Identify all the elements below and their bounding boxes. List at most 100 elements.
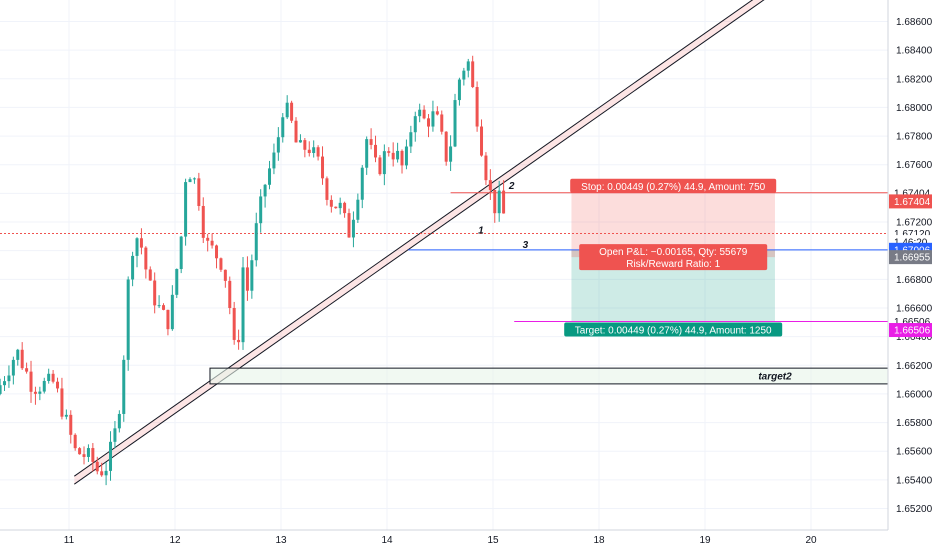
price-tick-label: 1.68600 bbox=[896, 17, 932, 28]
trend-channel-upper-line[interactable] bbox=[74, 0, 774, 477]
candle-up bbox=[431, 111, 435, 127]
candle-down bbox=[502, 190, 506, 214]
candle-up bbox=[38, 391, 42, 394]
candle-up bbox=[175, 269, 179, 295]
candle-up bbox=[285, 102, 289, 118]
candle-down bbox=[400, 150, 404, 166]
candle-down bbox=[20, 349, 24, 369]
price-tick-label: 1.65400 bbox=[896, 475, 932, 486]
time-tick-label: 11 bbox=[64, 535, 75, 546]
candle-up bbox=[497, 190, 501, 214]
candle-up bbox=[42, 380, 46, 392]
candle-up bbox=[356, 199, 360, 220]
candle-down bbox=[484, 155, 488, 181]
candle-down bbox=[343, 202, 347, 214]
price-tick-label: 1.67800 bbox=[896, 132, 932, 143]
candle-down bbox=[197, 178, 201, 206]
price-tick-label: 1.67600 bbox=[896, 160, 932, 171]
candle-down bbox=[139, 238, 143, 248]
candle-up bbox=[281, 117, 285, 138]
price-tick-label: 1.65800 bbox=[896, 418, 932, 429]
target-price-tag: 1.66506 bbox=[894, 326, 931, 337]
candle-down bbox=[91, 448, 95, 462]
candle-up bbox=[259, 196, 263, 224]
candle-down bbox=[228, 280, 232, 308]
close-price-tag: 1.66955 bbox=[894, 253, 931, 264]
candle-down bbox=[245, 267, 249, 291]
price-tick-label: 1.66600 bbox=[896, 303, 932, 314]
candle-up bbox=[462, 70, 466, 80]
time-tick-label: 15 bbox=[487, 535, 499, 546]
pnl-label-text: Open P&L: −0.00165, Qty: 55679 bbox=[599, 247, 748, 258]
target-level-tag: 1.66506 bbox=[894, 317, 931, 328]
candle-down bbox=[201, 205, 205, 238]
candle-up bbox=[418, 109, 422, 117]
price-tick-label: 1.68400 bbox=[896, 46, 932, 57]
candle-down bbox=[321, 156, 325, 179]
point-label: 3 bbox=[523, 240, 529, 251]
candle-down bbox=[493, 189, 497, 214]
candle-up bbox=[157, 305, 161, 307]
price-tick-label: 1.68000 bbox=[896, 103, 932, 114]
candle-down bbox=[78, 448, 82, 455]
candle-down bbox=[435, 111, 439, 115]
candle-up bbox=[86, 448, 90, 457]
candle-up bbox=[131, 255, 135, 280]
trend-channel[interactable] bbox=[74, 0, 774, 485]
candle-up bbox=[3, 381, 7, 386]
candle-down bbox=[29, 371, 33, 392]
time-axis[interactable]: 11 12 13 14 15 18 19 20 bbox=[0, 529, 932, 550]
candle-up bbox=[263, 184, 267, 197]
candles bbox=[0, 55, 506, 486]
target-price-tag-bg bbox=[889, 323, 932, 338]
candle-up bbox=[298, 140, 302, 143]
candle-down bbox=[475, 87, 479, 127]
candle-down bbox=[82, 454, 86, 457]
candle-up bbox=[16, 349, 20, 360]
candle-down bbox=[206, 237, 210, 241]
candle-up bbox=[268, 168, 272, 185]
time-axis-background bbox=[0, 530, 932, 550]
candle-down bbox=[334, 206, 338, 209]
candle-up bbox=[7, 375, 11, 382]
point-annotations: 1 2 3 bbox=[478, 181, 529, 251]
candle-up bbox=[109, 441, 113, 471]
candle-down bbox=[232, 307, 236, 340]
candle-up bbox=[122, 359, 126, 414]
point-label: 1 bbox=[478, 225, 484, 236]
close-price-tag-bg bbox=[889, 250, 932, 265]
candle-up bbox=[276, 137, 280, 153]
candle-up bbox=[113, 428, 117, 442]
candle-up bbox=[413, 116, 417, 133]
target2-zone[interactable]: target2 bbox=[209, 367, 889, 385]
long-position-tool[interactable]: Stop: 0.00449 (0.27%) 44.9, Amount: 750 O… bbox=[0, 178, 888, 337]
candle-down bbox=[391, 152, 395, 160]
time-tick-label: 18 bbox=[593, 535, 605, 546]
time-tick-label: 19 bbox=[699, 535, 711, 546]
candle-up bbox=[184, 182, 188, 237]
candle-down bbox=[162, 305, 166, 310]
candle-down bbox=[422, 109, 426, 119]
price-tick-label: 1.66800 bbox=[896, 275, 932, 286]
candle-down bbox=[148, 269, 152, 281]
trend-channel-lower-line[interactable] bbox=[74, 0, 774, 485]
target2-label: target2 bbox=[758, 372, 792, 383]
stop-level-tag: 1.67404 bbox=[894, 188, 931, 199]
candle-up bbox=[241, 267, 245, 343]
candle-up bbox=[365, 139, 369, 168]
candle-down bbox=[219, 258, 223, 270]
candle-down bbox=[51, 373, 55, 382]
price-axis[interactable]: 1.68600 1.68400 1.68200 1.68000 1.67800 1.676… bbox=[887, 0, 932, 530]
stop-zone[interactable] bbox=[571, 192, 775, 250]
stop-label-bg bbox=[570, 178, 777, 193]
candle-down bbox=[387, 151, 391, 153]
candle-up bbox=[135, 238, 139, 256]
candle-up bbox=[64, 414, 68, 417]
candle-down bbox=[290, 102, 294, 121]
price-tick-label: 1.66200 bbox=[896, 361, 932, 372]
candle-down bbox=[294, 120, 298, 143]
candle-down bbox=[369, 139, 373, 145]
candle-down bbox=[210, 240, 214, 246]
